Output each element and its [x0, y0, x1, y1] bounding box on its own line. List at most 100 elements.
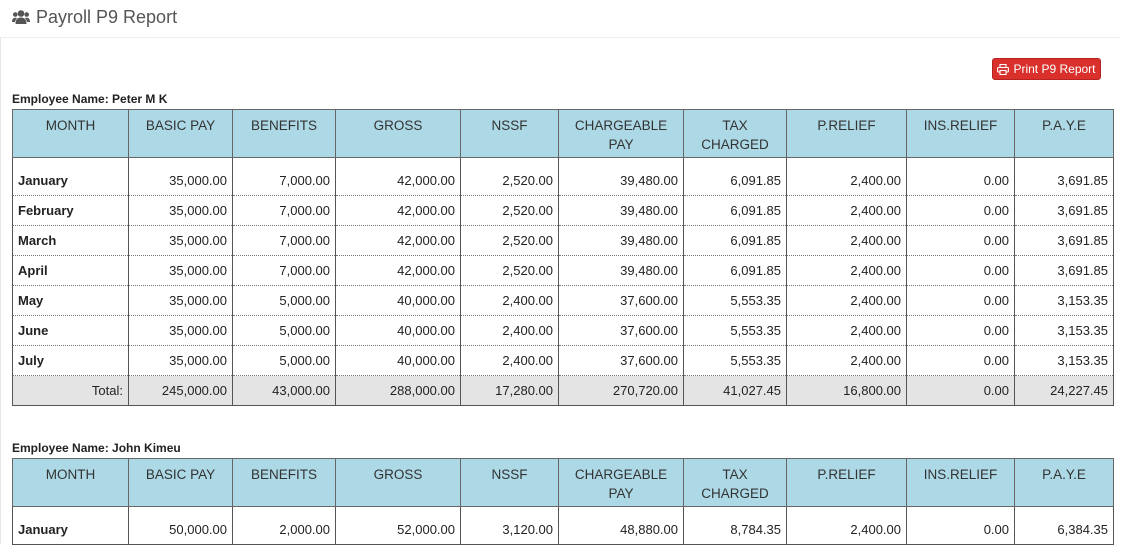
column-header: GROSS [335, 458, 461, 507]
amount-cell: 7,000.00 [232, 195, 336, 226]
amount-cell: 2,400.00 [786, 345, 907, 376]
column-header-line1: INS.RELIEF [923, 118, 998, 133]
column-header: P.RELIEF [786, 458, 907, 507]
table-header-row: MONTH BASIC PAY BENEFITS GROSS NSSF CHARGEABL… [12, 458, 1114, 507]
column-header-line2: CHARGED [701, 137, 769, 152]
column-header-line2: CHARGED [701, 486, 769, 501]
amount-cell: 5,553.35 [683, 285, 787, 316]
amount-cell: 2,400.00 [786, 285, 907, 316]
amount-cell: 3,691.85 [1014, 195, 1114, 226]
column-header-line1: BENEFITS [250, 467, 317, 482]
month-cell: April [12, 255, 129, 286]
table-row: March 35,000.00 7,000.00 42,000.00 2,520.00 3… [12, 225, 1114, 256]
page-header: Payroll P9 Report [0, 0, 1121, 38]
total-cell: 17,280.00 [460, 375, 559, 406]
amount-cell: 3,153.35 [1014, 345, 1114, 376]
amount-cell: 39,480.00 [558, 225, 684, 256]
print-p9-report-button[interactable]: Print P9 Report [992, 58, 1101, 80]
amount-cell: 3,153.35 [1014, 315, 1114, 346]
p9-table: MONTH BASIC PAY BENEFITS GROSS NSSF CHARGEABL… [12, 109, 1114, 406]
total-cell: 24,227.45 [1014, 375, 1114, 406]
column-header: BASIC PAY [128, 458, 233, 507]
amount-cell: 40,000.00 [335, 315, 461, 346]
amount-cell: 0.00 [906, 315, 1015, 346]
amount-cell: 39,480.00 [558, 157, 684, 196]
column-header-line1: GROSS [373, 467, 423, 482]
column-header-line1: P.A.Y.E [1042, 467, 1086, 482]
column-header: CHARGEABLE PAY [558, 109, 684, 158]
column-header-line1: BASIC PAY [145, 118, 216, 133]
amount-cell: 35,000.00 [128, 157, 233, 196]
p9-table: MONTH BASIC PAY BENEFITS GROSS NSSF CHARGEABL… [12, 458, 1114, 545]
amount-cell: 5,553.35 [683, 345, 787, 376]
amount-cell: 6,091.85 [683, 157, 787, 196]
amount-cell: 6,384.35 [1014, 506, 1114, 545]
amount-cell: 3,153.35 [1014, 285, 1114, 316]
amount-cell: 2,400.00 [460, 285, 559, 316]
amount-cell: 2,520.00 [460, 157, 559, 196]
amount-cell: 8,784.35 [683, 506, 787, 545]
total-row: Total: 245,000.00 43,000.00 288,000.00 17,28… [12, 375, 1114, 406]
amount-cell: 2,000.00 [232, 506, 336, 545]
column-header-line1: MONTH [45, 467, 96, 482]
amount-cell: 39,480.00 [558, 195, 684, 226]
amount-cell: 2,400.00 [786, 315, 907, 346]
column-header-line1: P.A.Y.E [1042, 118, 1086, 133]
column-header-line2: PAY [608, 137, 634, 152]
amount-cell: 0.00 [906, 157, 1015, 196]
total-cell: 16,800.00 [786, 375, 907, 406]
employee-name-label: Employee Name: John Kimeu [12, 441, 181, 455]
amount-cell: 35,000.00 [128, 255, 233, 286]
amount-cell: 37,600.00 [558, 285, 684, 316]
amount-cell: 50,000.00 [128, 506, 233, 545]
amount-cell: 6,091.85 [683, 195, 787, 226]
column-header-line1: P.RELIEF [817, 118, 876, 133]
amount-cell: 5,553.35 [683, 315, 787, 346]
amount-cell: 42,000.00 [335, 225, 461, 256]
amount-cell: 42,000.00 [335, 255, 461, 286]
amount-cell: 3,691.85 [1014, 225, 1114, 256]
users-icon [12, 10, 30, 24]
table-row: February 35,000.00 7,000.00 42,000.00 2,520.… [12, 195, 1114, 226]
amount-cell: 35,000.00 [128, 345, 233, 376]
amount-cell: 5,000.00 [232, 285, 336, 316]
amount-cell: 2,400.00 [460, 315, 559, 346]
total-label: Total: [12, 375, 129, 406]
table-row: July 35,000.00 5,000.00 40,000.00 2,400.00 37… [12, 345, 1114, 376]
amount-cell: 2,520.00 [460, 255, 559, 286]
table-row: June 35,000.00 5,000.00 40,000.00 2,400.00 37… [12, 315, 1114, 346]
month-cell: January [12, 157, 129, 196]
amount-cell: 35,000.00 [128, 315, 233, 346]
column-header: P.A.Y.E [1014, 458, 1114, 507]
total-cell: 0.00 [906, 375, 1015, 406]
total-cell: 245,000.00 [128, 375, 233, 406]
column-header: BASIC PAY [128, 109, 233, 158]
column-header-line1: MONTH [45, 118, 96, 133]
column-header: MONTH [12, 109, 129, 158]
column-header: TAX CHARGED [683, 458, 787, 507]
column-header-line1: TAX [722, 118, 748, 133]
amount-cell: 3,691.85 [1014, 255, 1114, 286]
page-title: Payroll P9 Report [12, 6, 177, 28]
column-header: MONTH [12, 458, 129, 507]
column-header: NSSF [460, 458, 559, 507]
amount-cell: 37,600.00 [558, 315, 684, 346]
amount-cell: 0.00 [906, 225, 1015, 256]
column-header-line1: GROSS [373, 118, 423, 133]
column-header: NSSF [460, 109, 559, 158]
amount-cell: 5,000.00 [232, 345, 336, 376]
total-cell: 43,000.00 [232, 375, 336, 406]
column-header-line1: NSSF [491, 467, 528, 482]
table-row: May 35,000.00 5,000.00 40,000.00 2,400.00 37,… [12, 285, 1114, 316]
table-row: April 35,000.00 7,000.00 42,000.00 2,520.00 3… [12, 255, 1114, 286]
amount-cell: 0.00 [906, 345, 1015, 376]
amount-cell: 3,691.85 [1014, 157, 1114, 196]
column-header-line1: INS.RELIEF [923, 467, 998, 482]
amount-cell: 0.00 [906, 506, 1015, 545]
amount-cell: 35,000.00 [128, 225, 233, 256]
amount-cell: 35,000.00 [128, 285, 233, 316]
column-header: P.A.Y.E [1014, 109, 1114, 158]
amount-cell: 0.00 [906, 285, 1015, 316]
print-button-label: Print P9 Report [1013, 62, 1096, 76]
amount-cell: 40,000.00 [335, 285, 461, 316]
